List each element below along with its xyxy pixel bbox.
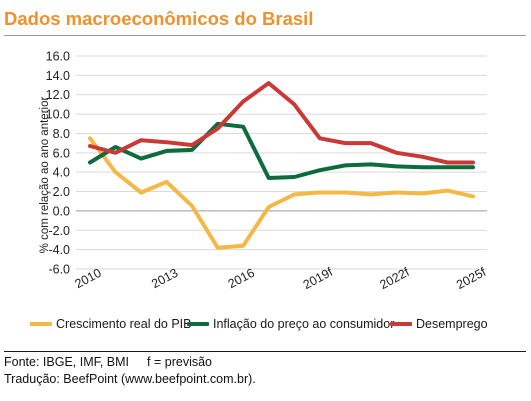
series-line-gdp xyxy=(88,136,475,250)
footer-translation: Tradução: BeefPoint (www.beefpoint.com.b… xyxy=(4,372,256,386)
y-tick-label: 4.0 xyxy=(53,166,70,180)
y-axis-title: % com relação ao ano anterior xyxy=(39,97,51,254)
y-tick-label: 16.0 xyxy=(46,50,70,64)
legend-label-unemployment: Desemprego xyxy=(416,317,488,331)
chart-title: Dados macroeconômicos do Brasil xyxy=(4,8,314,29)
x-tick-label: 2013 xyxy=(149,266,180,291)
legend-swatch-inflation xyxy=(187,322,209,326)
y-tick-label: -4.0 xyxy=(48,243,70,257)
legend-swatch-unemployment xyxy=(390,322,412,326)
y-tick-label: 14.0 xyxy=(46,69,70,83)
legend-label-gdp: Crescimento real do PIB xyxy=(56,317,192,331)
footer-source-line: Fonte: IBGE, IMF, BMI f = previsão xyxy=(4,355,212,369)
y-tick-label: 12.0 xyxy=(46,88,70,102)
y-tick-label: 0.0 xyxy=(53,204,70,218)
legend-item-gdp: Crescimento real do PIB xyxy=(30,317,191,331)
gridlines xyxy=(76,55,487,270)
y-tick-label: -6.0 xyxy=(48,263,70,277)
footer-forecast-note: f = previsão xyxy=(147,355,212,369)
y-tick-label: 8.0 xyxy=(53,127,70,141)
series-lines xyxy=(88,81,475,250)
legend-item-unemployment: Desemprego xyxy=(390,317,488,331)
y-tick-label: 10.0 xyxy=(46,108,70,122)
footer-divider xyxy=(4,351,526,352)
series-line-inflation xyxy=(88,121,475,180)
y-tick-label: -2.0 xyxy=(48,224,70,238)
y-tick-label: 2.0 xyxy=(53,185,70,199)
x-tick-label: 2016 xyxy=(226,266,257,291)
line-chart: 16.0 14.0 12.0 10.0 8.0 6.0 4.0 2.0 0.0 -2.0 -4.0 -… xyxy=(39,50,489,292)
legend-label-inflation: Inflação do preço ao consumidor xyxy=(213,317,395,331)
footer-source: Fonte: IBGE, IMF, BMI xyxy=(4,355,130,369)
legend-swatch-gdp xyxy=(30,322,52,326)
y-tick-label: 6.0 xyxy=(53,146,70,160)
y-axis-ticks: 16.0 14.0 12.0 10.0 8.0 6.0 4.0 2.0 0.0 -2.0 -4.0 -… xyxy=(46,50,70,277)
legend-item-inflation: Inflação do preço ao consumidor xyxy=(187,317,394,331)
series-line-unemployment xyxy=(88,81,475,165)
title-divider xyxy=(4,35,526,36)
x-tick-label: 2010 xyxy=(73,266,104,291)
